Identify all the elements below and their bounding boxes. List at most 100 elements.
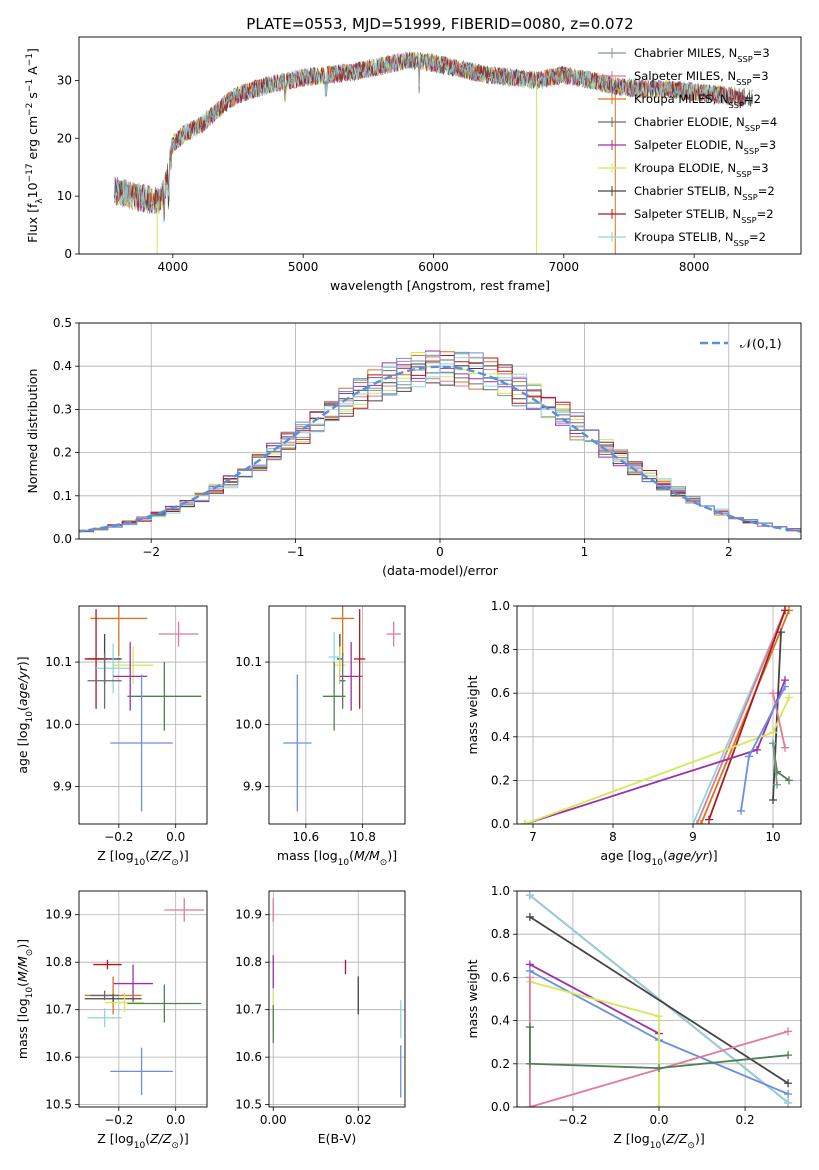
figure-title: PLATE=0553, MJD=51999, FIBERID=0080, z=0… <box>246 15 633 33</box>
errorbar-point <box>90 990 119 1001</box>
mass-weight-vs-metallicity-panel: −0.2 0.0 0.2 0.0 0.2 0.4 0.6 0.8 1.0 Z [log10(Z/Z… <box>465 884 802 1151</box>
spectrum-line-8 <box>113 51 738 223</box>
weight-marker <box>525 912 534 921</box>
mass-vs-reddening-panel: 0.00 0.02 10.5 10.6 10.7 10.8 10.9 E(B-V) <box>235 890 406 1146</box>
x-tick-label: 2 <box>725 545 733 559</box>
errorbar-point <box>110 1047 173 1096</box>
plot-area <box>84 898 205 1096</box>
errorbar-point <box>164 898 205 922</box>
x-tick-label: 8000 <box>679 260 710 274</box>
weight-marker <box>525 891 534 900</box>
y-tick-label: 0.4 <box>491 730 510 744</box>
legend-label: Salpeter STELIB, NSSP=2 <box>634 207 774 225</box>
x-tick-label: 0.00 <box>260 1113 287 1127</box>
axes-frame <box>268 890 406 1108</box>
y-tick-label: 0.2 <box>491 773 510 787</box>
x-tick-label: −0.2 <box>558 1113 587 1127</box>
spectrum-legend: Chabrier MILES, NSSP=3 Salpeter MILES, NS… <box>598 46 777 248</box>
y-tick-label: 0.3 <box>53 402 72 416</box>
errorbar-point <box>127 662 202 731</box>
weight-line-7 <box>529 1027 789 1070</box>
age-vs-metallicity-panel: −0.2 0.0 9.9 10.0 10.1 Z [log10(Z/Z⊙)] age [lo… <box>15 605 208 868</box>
weight-marker <box>773 780 781 789</box>
y-tick-label: 0.4 <box>53 359 72 373</box>
weight-marker <box>737 806 745 815</box>
weight-marker <box>525 1059 534 1068</box>
y-tick-label: 10.6 <box>45 1050 72 1064</box>
weight-line-10 <box>772 743 778 785</box>
weight-marker <box>773 767 781 776</box>
errorbar-point <box>339 652 346 709</box>
x-tick-label: 10.6 <box>292 830 319 844</box>
x-axis-label: Z [log10(Z/Z⊙)] <box>97 848 188 868</box>
weight-marker <box>785 776 793 785</box>
weight-marker <box>525 1023 534 1032</box>
errorbar-point <box>322 662 346 731</box>
errorbar-point <box>331 606 354 656</box>
x-tick-label: 0.02 <box>345 1113 372 1127</box>
errorbar-point <box>110 674 173 812</box>
x-tick-label: 0.0 <box>166 830 185 844</box>
weight-marker <box>693 820 701 824</box>
weight-line-1 <box>696 610 786 824</box>
y-tick-label: 9.9 <box>53 780 72 794</box>
weight-marker <box>753 745 761 754</box>
y-tick-label: 10.7 <box>45 1003 72 1017</box>
y-axis-label: Flux [fλ10−17 erg cm−2 s−1 A−1] <box>25 48 45 243</box>
x-tick-label: 0 <box>436 545 444 559</box>
y-tick-label: 10.9 <box>45 908 72 922</box>
weight-marker <box>781 606 789 615</box>
y-tick-label: 1.0 <box>491 884 510 898</box>
y-tick-label: 10.8 <box>45 955 72 969</box>
legend-label: Kroupa MILES, NSSP=2 <box>634 92 761 110</box>
axes-frame <box>516 605 802 825</box>
weight-marker <box>697 820 705 824</box>
errorbar-point <box>386 621 401 647</box>
y-tick-label: 10.5 <box>235 1098 262 1112</box>
x-tick-label: 7000 <box>549 260 580 274</box>
y-tick-label: 0.0 <box>491 1100 510 1114</box>
plot-area <box>283 606 401 812</box>
weight-line-6 <box>529 977 789 1107</box>
errorbar-point <box>113 646 153 684</box>
plot-area <box>79 350 801 534</box>
axes-frame <box>78 322 802 540</box>
legend-label: Salpeter ELODIE, NSSP=3 <box>634 138 776 156</box>
x-tick-label: 5000 <box>288 260 319 274</box>
y-axis-label: Normed distribution <box>25 369 40 494</box>
weight-marker <box>777 628 785 637</box>
weight-marker <box>655 1012 663 1021</box>
errorbar-point <box>104 993 145 1013</box>
plot-area <box>84 606 202 812</box>
weight-marker <box>769 689 777 698</box>
plot-area <box>525 891 793 1107</box>
y-tick-label: 0.2 <box>53 446 72 460</box>
y-tick-label: 0.8 <box>491 927 510 941</box>
weight-marker <box>769 728 777 737</box>
y-tick-label: 10.1 <box>235 655 262 669</box>
histogram-step-9 <box>79 352 801 533</box>
weight-marker <box>521 820 529 824</box>
weight-marker <box>525 973 534 982</box>
plot-area <box>521 606 793 824</box>
y-axis-label: mass [log10(M/M⊙)] <box>15 939 35 1059</box>
weight-marker <box>655 1064 663 1073</box>
weight-marker <box>525 1103 534 1107</box>
errorbar-point <box>339 642 363 711</box>
errorbar-point <box>84 609 108 709</box>
y-tick-label: 1.0 <box>491 599 510 613</box>
errorbar-point <box>87 1008 122 1028</box>
y-tick-label: 0.8 <box>491 643 510 657</box>
x-tick-label: 10 <box>765 830 780 844</box>
y-tick-label: 0.6 <box>491 970 510 984</box>
x-axis-label: age [log10(age/yr)] <box>600 848 717 868</box>
y-tick-label: 10.0 <box>45 717 72 731</box>
axes-frame <box>78 36 802 255</box>
x-tick-label: 1 <box>581 545 589 559</box>
legend-label: Kroupa STELIB, NSSP=2 <box>634 230 766 248</box>
x-tick-label: −1 <box>287 545 305 559</box>
x-axis-label: Z [log10(Z/Z⊙)] <box>97 1131 188 1151</box>
weight-line-3 <box>708 610 786 820</box>
axes-frame <box>78 890 208 1108</box>
weight-line-6 <box>524 697 790 824</box>
